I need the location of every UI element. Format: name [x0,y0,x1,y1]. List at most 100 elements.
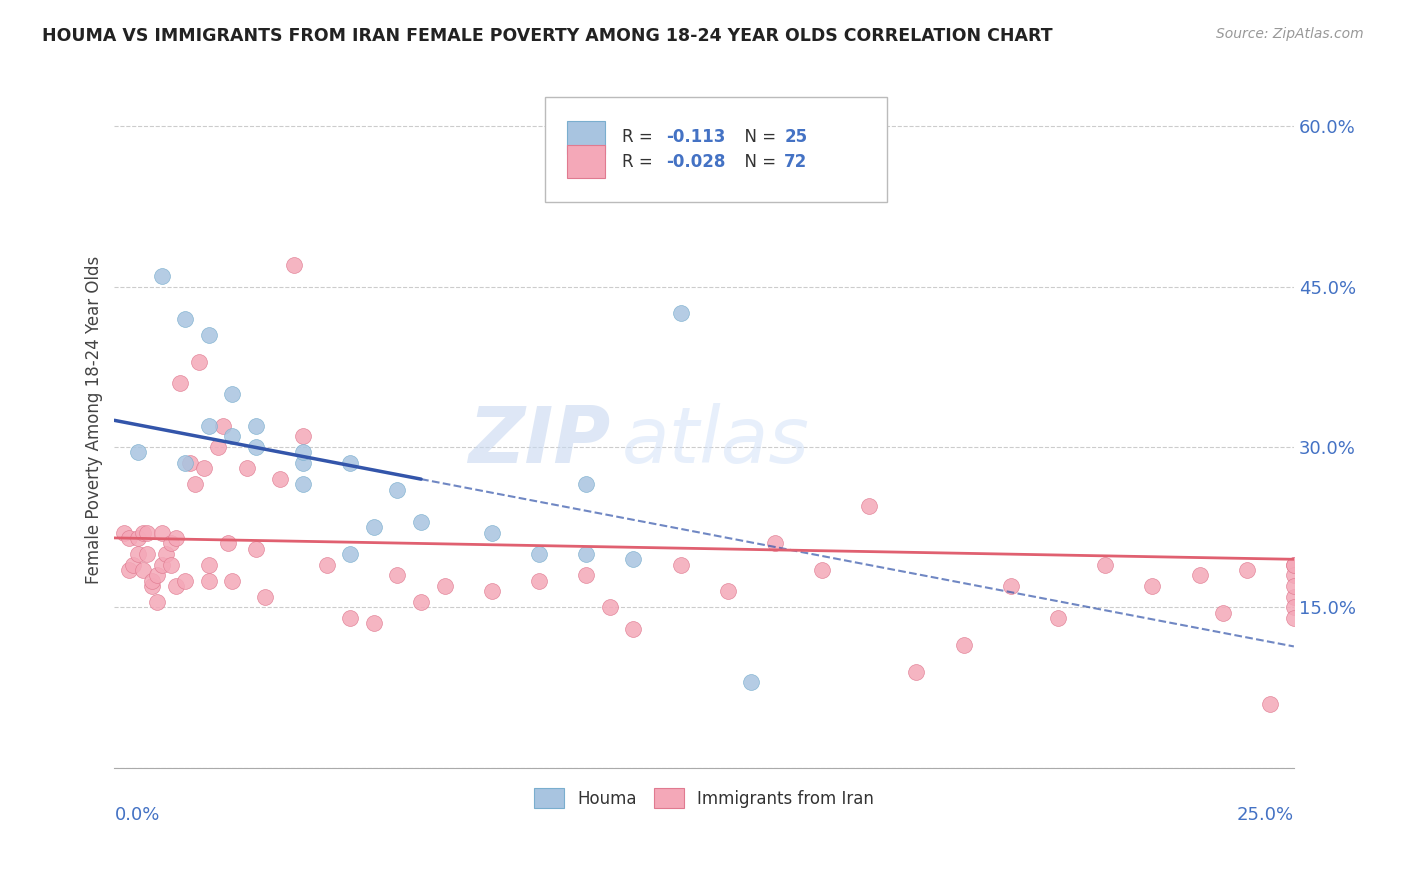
Point [1282,579,1305,593]
Point [165,579,187,593]
Point [811,563,834,577]
Point [481,525,503,540]
Point [136,525,159,540]
Point [146,568,169,582]
Text: -0.113: -0.113 [666,128,725,146]
Point [363,520,385,534]
Point [122,558,145,572]
Point [127,445,149,459]
Point [174,311,197,326]
Point [481,584,503,599]
Point [117,531,139,545]
Point [905,665,928,679]
Point [409,515,432,529]
Point [165,531,187,545]
Point [1212,606,1234,620]
Point [174,456,197,470]
Text: ZIP: ZIP [468,403,610,479]
Text: -0.028: -0.028 [666,153,725,170]
Point [197,418,219,433]
Point [409,595,432,609]
Point [193,461,215,475]
Point [160,558,183,572]
Text: N =: N = [734,153,780,170]
Point [1282,600,1305,615]
Text: R =: R = [621,128,662,146]
Point [1282,611,1305,625]
Point [669,306,692,320]
Text: 25: 25 [785,128,807,146]
Point [179,456,201,470]
Point [150,525,173,540]
Text: N =: N = [734,128,780,146]
Point [197,558,219,572]
Point [150,268,173,283]
Point [717,584,740,599]
Point [136,547,159,561]
Point [132,525,155,540]
Legend: Houma, Immigrants from Iran: Houma, Immigrants from Iran [527,781,880,815]
Point [235,461,257,475]
Point [245,440,267,454]
Text: Source: ZipAtlas.com: Source: ZipAtlas.com [1216,27,1364,41]
Text: 0.0%: 0.0% [114,805,160,824]
Point [740,675,762,690]
Point [1188,568,1211,582]
Point [575,547,598,561]
Text: 72: 72 [785,153,807,170]
FancyBboxPatch shape [567,145,605,178]
FancyBboxPatch shape [567,121,605,153]
Point [292,477,315,491]
Point [155,547,177,561]
Point [212,418,235,433]
Point [575,568,598,582]
Point [221,574,243,588]
Y-axis label: Female Poverty Among 18-24 Year Olds: Female Poverty Among 18-24 Year Olds [86,256,103,584]
Point [1258,697,1281,711]
Point [952,638,974,652]
Point [132,563,155,577]
Point [669,558,692,572]
Point [1094,558,1116,572]
Point [858,499,880,513]
Point [217,536,239,550]
Point [112,525,135,540]
Point [283,258,305,272]
Point [221,429,243,443]
Point [188,354,211,368]
Point [1046,611,1069,625]
Point [245,541,267,556]
Point [127,531,149,545]
Point [1282,568,1305,582]
Point [315,558,337,572]
Point [141,574,163,588]
Point [174,574,197,588]
Point [127,547,149,561]
Point [621,622,644,636]
Point [1282,558,1305,572]
Point [254,590,277,604]
Point [387,483,409,497]
Point [160,536,183,550]
Point [141,579,163,593]
Point [221,386,243,401]
Text: HOUMA VS IMMIGRANTS FROM IRAN FEMALE POVERTY AMONG 18-24 YEAR OLDS CORRELATION C: HOUMA VS IMMIGRANTS FROM IRAN FEMALE POV… [42,27,1053,45]
Point [245,418,267,433]
Point [1236,563,1258,577]
Point [527,574,550,588]
Point [575,477,598,491]
Point [117,563,139,577]
Point [599,600,621,615]
Point [292,429,315,443]
Point [197,327,219,342]
Point [621,552,644,566]
Point [207,440,229,454]
Point [169,376,191,390]
Text: R =: R = [621,153,658,170]
Point [197,574,219,588]
Point [292,445,315,459]
Point [339,611,361,625]
Point [339,547,361,561]
Point [527,547,550,561]
Point [1000,579,1022,593]
